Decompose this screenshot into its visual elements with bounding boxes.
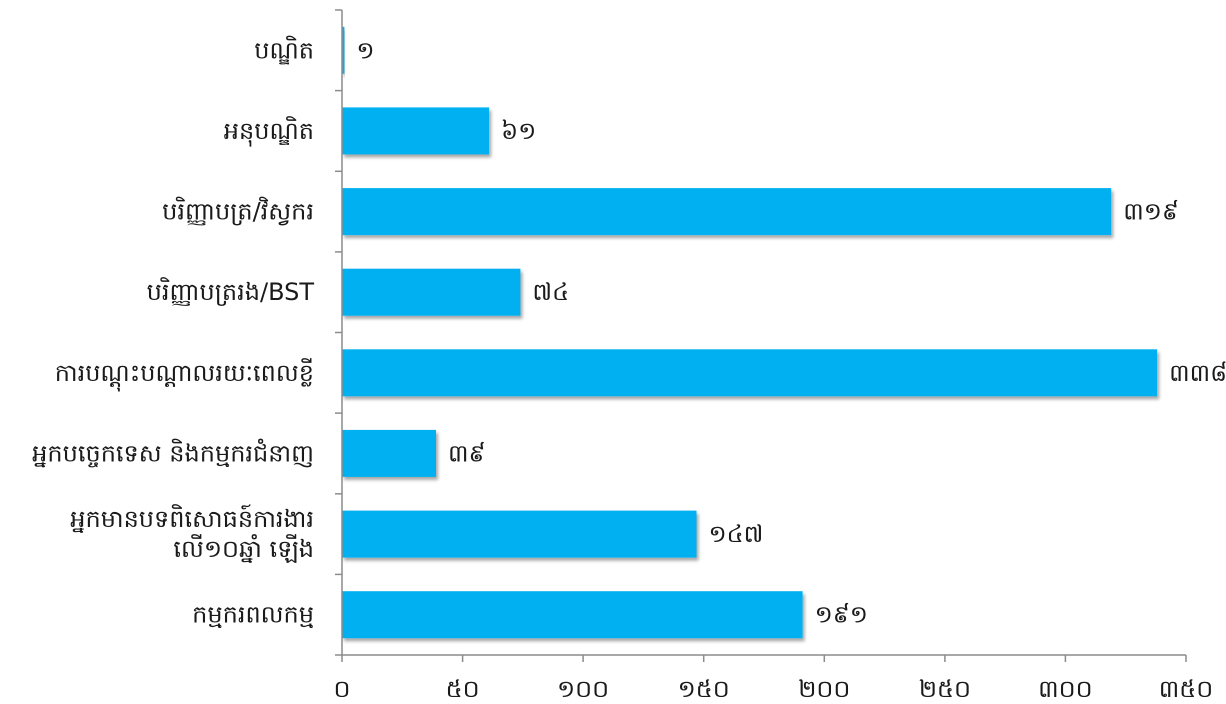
category-label-6-line-0: អ្នកមានបទពិសោធន៍ការងារ bbox=[70, 504, 314, 533]
category-label-7: កម្មករពលកម្ម bbox=[192, 601, 314, 629]
bar-3 bbox=[342, 268, 521, 316]
x-tick-label-6: ៣០០ bbox=[1038, 675, 1093, 703]
category-label-5: អ្នកបច្ចេកទេស និងកម្មករជំនាញ bbox=[32, 438, 314, 467]
x-tick-label-3: ១៥០ bbox=[678, 675, 730, 703]
bar-1 bbox=[342, 107, 490, 155]
bar-0 bbox=[342, 26, 345, 74]
category-labels-group: បណ្ឌិតអនុបណ្ឌិតបរិញ្ញាបត្រ/វិស្វករបរិញ្ញ… bbox=[32, 35, 314, 628]
data-label-2: ៣១៩ bbox=[1123, 198, 1179, 226]
x-tick-label-2: ១០០ bbox=[557, 675, 609, 703]
bar-6 bbox=[342, 510, 697, 558]
bar-5 bbox=[342, 429, 436, 477]
data-label-3: ៧៤ bbox=[532, 278, 569, 306]
data-label-4: ៣៣៨ bbox=[1169, 359, 1226, 387]
data-label-0: ១ bbox=[356, 36, 374, 64]
data-label-5: ៣៩ bbox=[448, 439, 486, 467]
x-tick-label-7: ៣៥០ bbox=[1159, 675, 1214, 703]
x-tick-label-0: ០ bbox=[334, 675, 351, 703]
bar-4 bbox=[342, 349, 1158, 397]
axes-group bbox=[335, 9, 1187, 662]
bar-2 bbox=[342, 188, 1112, 236]
bar-7 bbox=[342, 591, 803, 639]
category-label-4: ការបណ្ដុះបណ្ដាលរយៈពេលខ្លី bbox=[55, 358, 314, 392]
tick-labels-group: ០ ៥០ ១០០ ១៥០ ២០០ ២៥០ ៣០០ ៣៥០ bbox=[334, 675, 1214, 703]
data-label-1: ៦១ bbox=[501, 117, 536, 145]
category-label-0: បណ្ឌិត bbox=[254, 35, 314, 64]
category-label-1: អនុបណ្ឌិត bbox=[224, 116, 314, 147]
category-label-2: បរិញ្ញាបត្រ/វិស្វករ bbox=[162, 197, 314, 226]
x-tick-label-4: ២០០ bbox=[798, 675, 850, 703]
x-tick-label-5: ២៥០ bbox=[919, 675, 971, 703]
x-tick-label-1: ៥០ bbox=[446, 675, 480, 703]
bars-group bbox=[342, 26, 1158, 639]
data-label-6: ១៤៧ bbox=[709, 520, 764, 548]
data-label-7: ១៩១ bbox=[815, 601, 868, 629]
category-label-6-line-1: លើ១០ឆ្នាំ ឡើង bbox=[173, 534, 314, 563]
category-label-3: បរិញ្ញាបត្ររង/BST bbox=[147, 277, 315, 306]
